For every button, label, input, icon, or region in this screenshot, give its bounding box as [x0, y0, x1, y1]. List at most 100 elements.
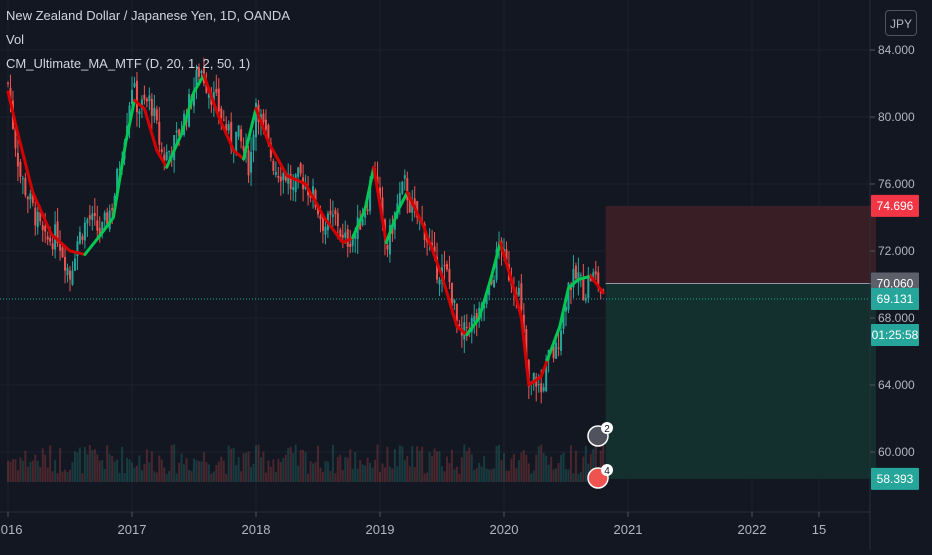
- candle-up[interactable]: [282, 173, 285, 180]
- candle-up[interactable]: [138, 111, 141, 114]
- candle-down[interactable]: [220, 108, 223, 119]
- candle-down[interactable]: [39, 212, 42, 222]
- candle-down[interactable]: [433, 246, 436, 253]
- candle-down[interactable]: [465, 327, 468, 329]
- candle-down[interactable]: [289, 173, 292, 190]
- candle-down[interactable]: [59, 240, 62, 251]
- volume-legend[interactable]: Vol: [6, 32, 25, 47]
- candle-down[interactable]: [376, 176, 379, 184]
- candle-up[interactable]: [71, 270, 74, 285]
- candle-up[interactable]: [153, 107, 156, 117]
- candle-down[interactable]: [145, 98, 148, 102]
- candle-up[interactable]: [453, 300, 456, 303]
- candle-down[interactable]: [520, 283, 523, 310]
- candle-down[interactable]: [314, 190, 317, 208]
- candle-down[interactable]: [450, 282, 453, 306]
- candle-down[interactable]: [160, 149, 163, 153]
- candle-down[interactable]: [81, 236, 84, 240]
- candle-down[interactable]: [284, 173, 287, 181]
- candle-up[interactable]: [227, 124, 230, 131]
- candle-up[interactable]: [297, 167, 300, 177]
- candle-down[interactable]: [24, 177, 27, 196]
- candle-down[interactable]: [93, 213, 96, 217]
- candle-down[interactable]: [34, 207, 37, 226]
- candle-up[interactable]: [175, 130, 178, 133]
- candle-down[interactable]: [49, 237, 52, 242]
- time-scale[interactable]: 2016 2017 2018 2019 2020 2021 2022 15: [0, 512, 826, 537]
- candle-down[interactable]: [111, 208, 114, 211]
- position-zones[interactable]: [0, 205, 876, 479]
- candle-up[interactable]: [517, 287, 520, 296]
- candle-down[interactable]: [41, 224, 44, 231]
- candle-down[interactable]: [307, 188, 310, 196]
- candle-up[interactable]: [274, 171, 277, 175]
- candle-down[interactable]: [267, 125, 270, 140]
- symbol-title[interactable]: New Zealand Dollar / Japanese Yen, 1D, O…: [6, 8, 290, 23]
- candle-down[interactable]: [317, 206, 319, 215]
- ma-segment-up[interactable]: [465, 241, 502, 337]
- candle-down[interactable]: [448, 269, 451, 282]
- candle-down[interactable]: [262, 113, 265, 123]
- candle-down[interactable]: [277, 175, 280, 178]
- candle-up[interactable]: [388, 225, 391, 255]
- ma-segment-down[interactable]: [133, 98, 169, 169]
- candle-down[interactable]: [225, 124, 228, 132]
- candle-up[interactable]: [292, 187, 295, 191]
- candle-up[interactable]: [584, 297, 587, 301]
- candle-up[interactable]: [195, 70, 198, 89]
- ma-segment-down[interactable]: [202, 73, 246, 161]
- candle-up[interactable]: [86, 219, 89, 224]
- candle-up[interactable]: [103, 212, 106, 221]
- candle-down[interactable]: [19, 161, 22, 177]
- candle-up[interactable]: [331, 214, 334, 217]
- candle-down[interactable]: [455, 304, 458, 321]
- candle-up[interactable]: [577, 272, 580, 283]
- candle-down[interactable]: [552, 345, 555, 359]
- candle-up[interactable]: [579, 274, 582, 276]
- candle-up[interactable]: [78, 231, 81, 244]
- event-markers[interactable]: 24: [587, 422, 613, 489]
- ma-segment-up[interactable]: [545, 274, 593, 362]
- candle-up[interactable]: [560, 330, 563, 351]
- candle-up[interactable]: [403, 175, 406, 179]
- candle-up[interactable]: [91, 213, 94, 221]
- candle-up[interactable]: [101, 221, 104, 233]
- candle-down[interactable]: [569, 285, 572, 290]
- candle-up[interactable]: [354, 234, 357, 239]
- candle-up[interactable]: [36, 211, 39, 228]
- candle-down[interactable]: [240, 129, 243, 142]
- candle-down[interactable]: [69, 270, 71, 280]
- ma-segment-up[interactable]: [165, 73, 206, 169]
- candle-up[interactable]: [324, 226, 327, 235]
- candle-down[interactable]: [416, 201, 419, 218]
- candle-down[interactable]: [336, 213, 339, 227]
- candle-down[interactable]: [158, 121, 161, 145]
- candle-up[interactable]: [361, 219, 364, 226]
- ma-segment-down[interactable]: [589, 274, 605, 295]
- take-profit-zone[interactable]: [605, 283, 876, 479]
- ma-segment-up[interactable]: [83, 98, 136, 256]
- ma-segment-up[interactable]: [384, 190, 409, 245]
- candle-up[interactable]: [108, 210, 111, 230]
- candle-down[interactable]: [46, 236, 49, 240]
- candle-up[interactable]: [66, 267, 69, 276]
- candle-up[interactable]: [207, 93, 210, 98]
- candle-up[interactable]: [483, 305, 486, 309]
- candle-down[interactable]: [594, 271, 597, 275]
- candle-up[interactable]: [555, 342, 558, 359]
- candle-up[interactable]: [567, 282, 570, 310]
- candle-down[interactable]: [155, 109, 158, 121]
- currency-button[interactable]: JPY: [885, 10, 917, 36]
- candle-down[interactable]: [9, 87, 12, 104]
- candle-up[interactable]: [572, 268, 575, 288]
- candle-down[interactable]: [269, 143, 272, 158]
- candle-down[interactable]: [443, 264, 446, 267]
- candle-up[interactable]: [401, 181, 404, 194]
- candle-down[interactable]: [413, 198, 416, 206]
- candle-down[interactable]: [106, 212, 109, 225]
- candle-down[interactable]: [197, 67, 200, 77]
- candle-up[interactable]: [73, 258, 76, 271]
- candle-down[interactable]: [215, 88, 218, 93]
- candle-up[interactable]: [21, 178, 24, 180]
